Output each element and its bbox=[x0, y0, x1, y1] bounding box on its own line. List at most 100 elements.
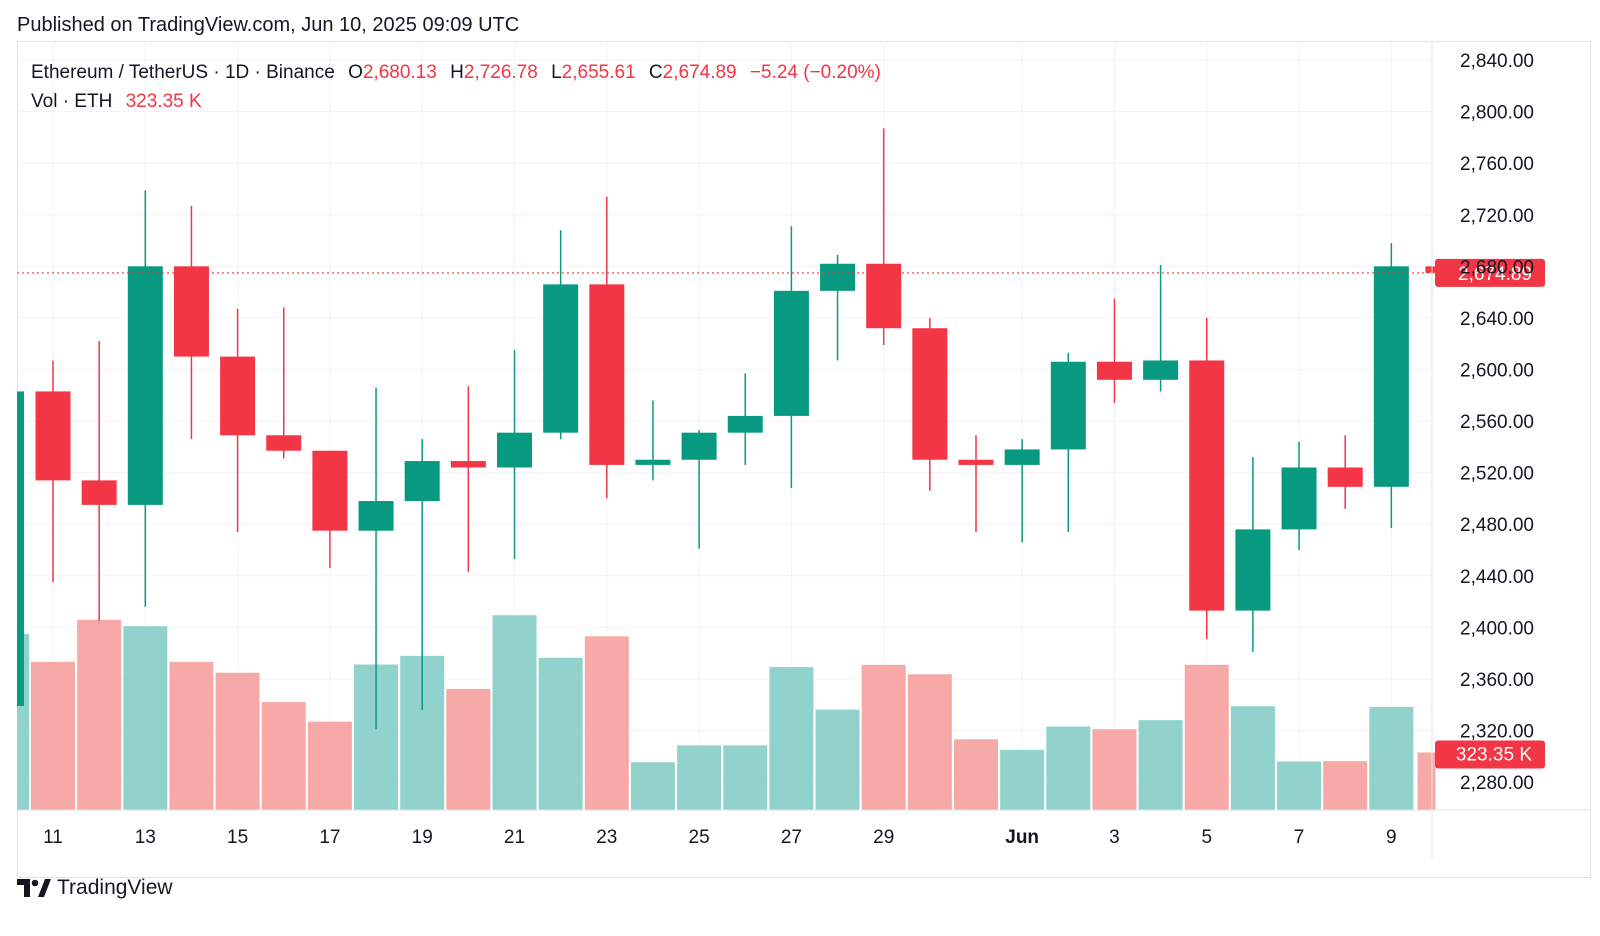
volume-value: 323.35 K bbox=[125, 91, 202, 112]
last-price-label: 2,674.89 bbox=[1458, 264, 1532, 285]
price-tick-label: 2,680.00 bbox=[1460, 257, 1534, 278]
volume-bar bbox=[584, 636, 629, 810]
volume-bar bbox=[1092, 729, 1137, 810]
close-value: 2,674.89 bbox=[662, 62, 737, 83]
candle-body bbox=[358, 501, 394, 531]
candle-body bbox=[681, 432, 717, 460]
time-tick-label: 27 bbox=[781, 827, 802, 848]
candle-body bbox=[404, 461, 440, 502]
price-tick-label: 2,760.00 bbox=[1460, 154, 1534, 175]
volume-bar bbox=[123, 626, 168, 810]
volume-bar bbox=[861, 664, 906, 810]
candle-body bbox=[635, 459, 671, 465]
time-tick-label: 19 bbox=[412, 827, 433, 848]
change-value: −5.24 (−0.20%) bbox=[749, 62, 881, 83]
volume-bar bbox=[954, 739, 998, 810]
overlay-layer: 2,674.89 323.35 K bbox=[17, 258, 1545, 769]
volume-bar bbox=[307, 721, 352, 810]
last-volume-badge bbox=[1435, 740, 1545, 769]
volume-bar bbox=[1184, 664, 1229, 810]
candle-body bbox=[1050, 361, 1086, 450]
price-tick-label: 2,720.00 bbox=[1460, 206, 1534, 227]
price-tick-label: 2,520.00 bbox=[1460, 464, 1534, 485]
price-tick-label: 2,400.00 bbox=[1460, 618, 1534, 639]
tradingview-logo[interactable]: TradingView bbox=[17, 876, 173, 900]
volume-bar bbox=[215, 672, 260, 810]
price-tick-label: 2,640.00 bbox=[1460, 309, 1534, 330]
low-value: 2,655.61 bbox=[561, 62, 636, 83]
high-value: 2,726.78 bbox=[463, 62, 538, 83]
volume-bar bbox=[261, 702, 306, 810]
volume-bar bbox=[1046, 726, 1091, 810]
volume-bar bbox=[1138, 720, 1183, 810]
candle-body bbox=[173, 266, 209, 357]
brand-name: TradingView bbox=[57, 876, 173, 899]
candle-body bbox=[1004, 449, 1040, 465]
close-label: C bbox=[648, 62, 663, 83]
volume-legend: Vol · ETH 323.35 K bbox=[31, 91, 202, 113]
price-tick-label: 2,280.00 bbox=[1460, 773, 1534, 794]
candle-body bbox=[1096, 361, 1132, 380]
volume-layer bbox=[17, 615, 1436, 810]
time-tick-label: 9 bbox=[1386, 827, 1397, 848]
price-tick-label: 2,480.00 bbox=[1460, 515, 1534, 536]
time-tick-label: 5 bbox=[1201, 827, 1212, 848]
candle-body bbox=[127, 266, 163, 505]
candle-body bbox=[773, 290, 809, 416]
volume-bar bbox=[630, 762, 675, 810]
candle-body bbox=[820, 263, 856, 291]
open-value: 2,680.13 bbox=[362, 62, 437, 83]
tradingview-logo-icon bbox=[17, 879, 51, 897]
volume-bar bbox=[1277, 761, 1322, 810]
candle-body bbox=[312, 450, 348, 531]
price-tick-label: 2,440.00 bbox=[1460, 567, 1534, 588]
symbol-label[interactable]: Ethereum / TetherUS · 1D · Binance bbox=[31, 62, 335, 83]
candle-body bbox=[1327, 467, 1363, 487]
time-tick-label: 13 bbox=[135, 827, 156, 848]
ohlc-legend: Ethereum / TetherUS · 1D · Binance O2,68… bbox=[31, 62, 881, 84]
price-tick-label: 2,840.00 bbox=[1460, 51, 1534, 72]
candle-body bbox=[912, 328, 948, 460]
volume-bar bbox=[169, 661, 214, 810]
open-label: O bbox=[348, 62, 363, 83]
candle-body bbox=[17, 391, 24, 707]
volume-bar bbox=[492, 615, 537, 810]
time-tick-label: 29 bbox=[873, 827, 894, 848]
volume-bar bbox=[538, 657, 583, 810]
volume-bar bbox=[907, 674, 952, 810]
candle-body bbox=[589, 284, 625, 465]
volume-bar bbox=[77, 619, 122, 810]
price-tick-label: 2,360.00 bbox=[1460, 670, 1534, 691]
volume-bar bbox=[1323, 761, 1368, 810]
time-tick-label: 17 bbox=[319, 827, 340, 848]
candle-body bbox=[266, 435, 302, 451]
volume-bar bbox=[31, 661, 75, 810]
low-label: L bbox=[551, 62, 562, 83]
candle-body bbox=[1189, 360, 1225, 611]
candle-body bbox=[220, 356, 256, 436]
candle-body bbox=[1281, 467, 1317, 530]
high-label: H bbox=[450, 62, 464, 83]
candle-body bbox=[1143, 360, 1179, 380]
candle-body bbox=[81, 480, 117, 505]
time-tick-label: 21 bbox=[504, 827, 525, 848]
time-tick-label: 7 bbox=[1294, 827, 1305, 848]
volume-bar bbox=[1417, 752, 1436, 810]
candle-body bbox=[543, 284, 579, 433]
volume-bar bbox=[446, 688, 491, 810]
volume-bar bbox=[677, 745, 722, 810]
candle-body bbox=[958, 459, 994, 465]
last-price-badge bbox=[1435, 258, 1545, 287]
volume-label: Vol · ETH bbox=[31, 91, 113, 112]
candle-body bbox=[866, 263, 902, 329]
time-tick-label: 25 bbox=[689, 827, 710, 848]
candle-body bbox=[35, 391, 71, 481]
volume-bar bbox=[1369, 706, 1414, 810]
candle-body bbox=[1235, 529, 1271, 611]
candle-body bbox=[727, 415, 763, 433]
volume-bar bbox=[1230, 706, 1275, 810]
published-caption: Published on TradingView.com, Jun 10, 20… bbox=[17, 14, 520, 36]
volume-bar bbox=[769, 667, 814, 810]
candle-layer bbox=[17, 128, 1439, 730]
